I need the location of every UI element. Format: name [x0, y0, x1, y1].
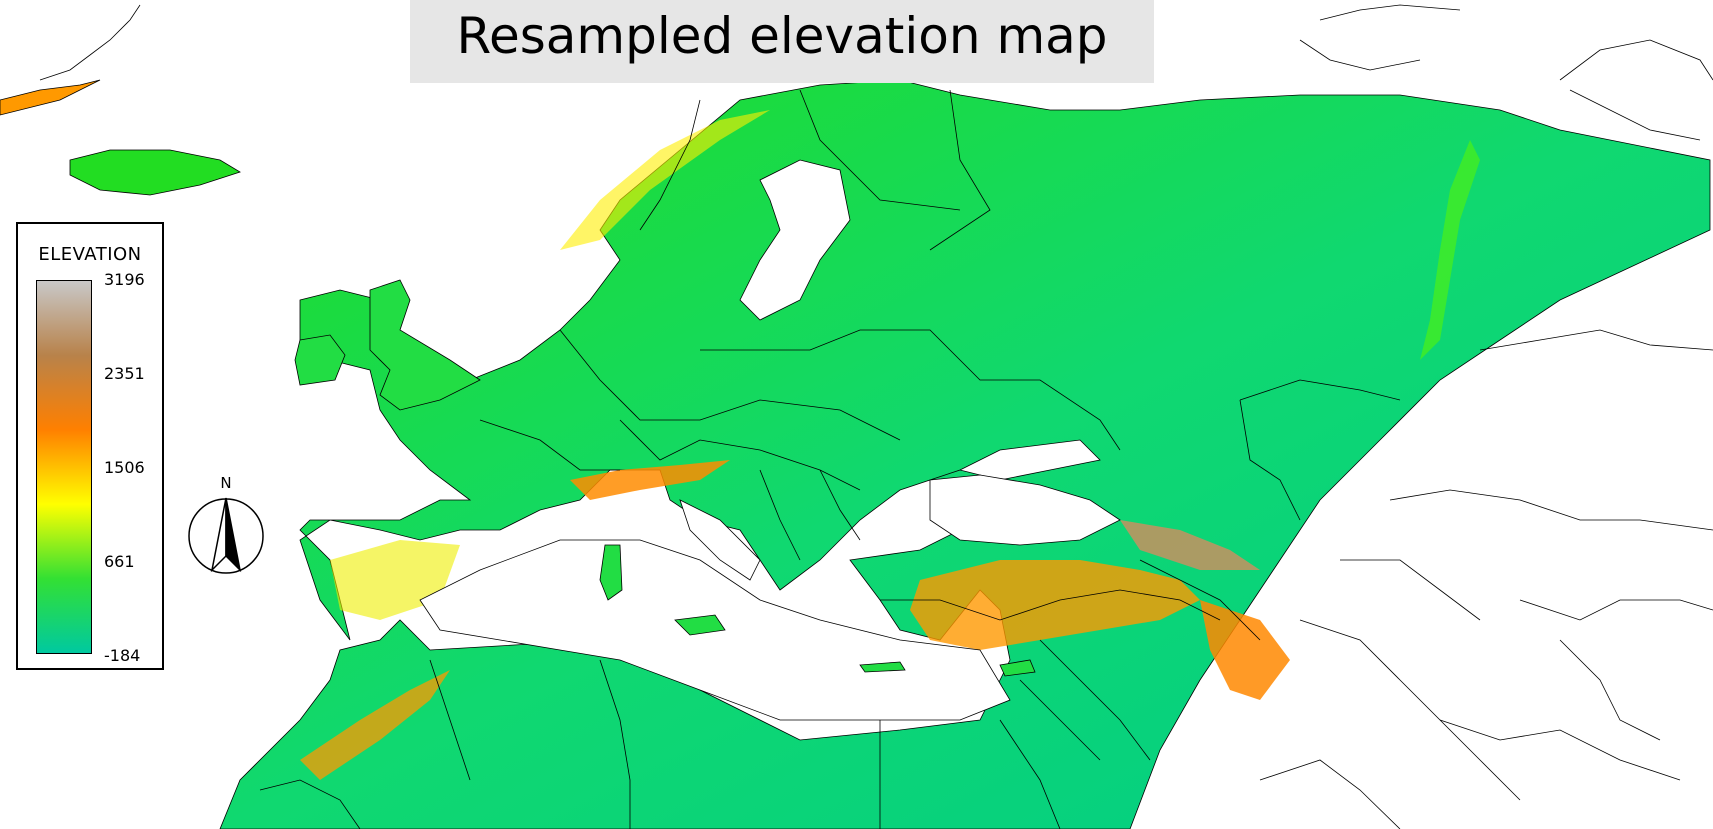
north-label: N	[220, 474, 231, 492]
legend-title: ELEVATION	[38, 244, 142, 265]
baltic-sea	[739, 159, 851, 321]
region-atlas	[300, 670, 450, 780]
landmass-iceland	[69, 149, 241, 196]
region-zagros	[1200, 600, 1290, 700]
landmass-ireland	[294, 334, 346, 386]
north-arrow-right-half-icon	[225, 497, 242, 573]
legend-tick-2351: 2351	[104, 364, 145, 383]
title-box: Resampled elevation map	[410, 0, 1154, 83]
north-arrow: N	[188, 474, 264, 574]
island-sardinia	[599, 544, 623, 601]
elevation-legend: ELEVATION 3196 2351 1506 661 -184	[16, 222, 164, 670]
island-sicily	[674, 614, 726, 636]
legend-tick-max: 3196	[104, 270, 145, 289]
map-title: Resampled elevation map	[456, 6, 1108, 65]
island-cyprus	[999, 659, 1036, 677]
region-anatolia	[910, 560, 1200, 650]
legend-tick-min: -184	[104, 646, 141, 665]
landmass-britain	[369, 279, 481, 411]
region-scandinavian-mountains	[560, 110, 770, 250]
legend-tick-661: 661	[104, 552, 135, 571]
landmass-greenland	[0, 79, 101, 116]
legend-tick-1506: 1506	[104, 458, 145, 477]
country-borders	[259, 89, 1401, 829]
black-sea	[929, 474, 1121, 546]
greenland-coast	[39, 4, 141, 81]
region-caucasus	[1120, 520, 1260, 570]
asia-outlines	[1259, 4, 1713, 829]
region-alps	[570, 460, 730, 500]
region-urals	[1420, 140, 1480, 360]
adriatic-sea	[679, 499, 761, 581]
island-crete	[859, 661, 906, 673]
legend-color-ramp	[36, 280, 92, 654]
